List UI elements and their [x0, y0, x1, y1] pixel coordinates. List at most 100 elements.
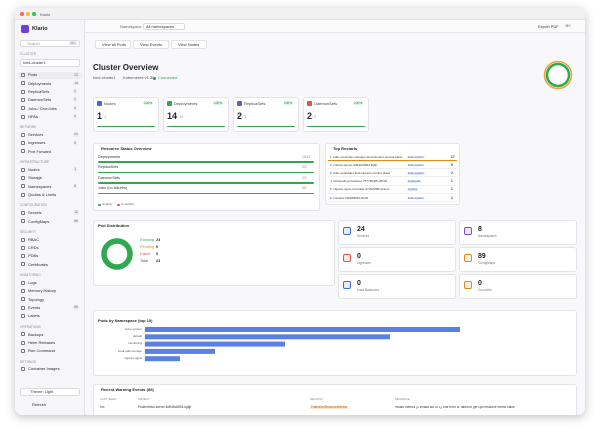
- nav-icon: [21, 141, 25, 146]
- legend-dot: [117, 203, 120, 206]
- nav-item: Ingresses: [28, 140, 46, 146]
- nav-item: HPAs: [28, 113, 38, 119]
- nav-icon: [21, 332, 25, 337]
- window-button: [32, 12, 36, 16]
- pod-name: 2. metrics-server-6d94bc8694-kg8jr: [330, 163, 378, 167]
- tile-value: 89: [478, 253, 486, 260]
- stat-tile: [459, 247, 577, 272]
- namespace-value: All namespaces: [146, 23, 175, 29]
- nav-icon: [21, 297, 25, 302]
- nav-icon: [21, 340, 25, 345]
- card-pct: 100%: [143, 100, 154, 106]
- pod-name: 1. kube-controller-manager-kind-cluster1…: [330, 155, 403, 159]
- donut-segment: [101, 238, 133, 270]
- legend-value: 23: [156, 238, 161, 242]
- nav-item: Labels: [28, 313, 40, 319]
- nav-icon: [21, 97, 25, 102]
- nav-item: Logs: [28, 280, 37, 285]
- nav-badge: 0: [73, 114, 78, 119]
- tile-label: Ingresses: [357, 261, 371, 265]
- panel: [93, 220, 335, 286]
- nav-item: Run Command: [28, 348, 55, 354]
- row-label: Jobs (no failures): [98, 186, 128, 190]
- column-header: MESSAGE: [395, 397, 410, 401]
- window-title: Klario: [40, 11, 51, 17]
- window-button: [20, 12, 24, 16]
- card-ready: 2: [237, 111, 243, 121]
- restart-row: [328, 154, 457, 161]
- row-label: Deployments: [98, 154, 121, 159]
- category-label: kube-system: [124, 327, 142, 331]
- tile-value: 24: [357, 226, 365, 233]
- nav-icon: [21, 367, 25, 372]
- restart-row: [328, 195, 457, 202]
- nav-item: CRDs: [28, 245, 39, 251]
- theme-label: Theme: Light: [30, 389, 54, 395]
- card-total: / 2: [242, 115, 247, 119]
- legend-label: Unhealthy: [121, 202, 135, 206]
- section-label: OPERATIONS: [20, 324, 41, 329]
- nav-item: Memory History: [28, 288, 57, 294]
- window-button: [26, 12, 30, 16]
- version: Kubernetes v1.30: [123, 75, 155, 80]
- card-total: / 1: [102, 115, 107, 119]
- event-cell: FailedGetResourceMetric: [310, 405, 349, 410]
- bar: [145, 327, 460, 332]
- status-dot: [153, 76, 156, 80]
- card-progress: [237, 126, 295, 128]
- card-progress: [167, 126, 225, 128]
- card-pct: 100%: [213, 100, 224, 106]
- nav-item: Services: [28, 132, 44, 138]
- panel-title: Resource Status Overview: [101, 145, 152, 151]
- status-bar: [98, 171, 314, 174]
- nav-icon: [21, 254, 25, 259]
- nav-icon: [21, 348, 25, 353]
- nav-icon: [21, 73, 25, 77]
- title-bar: [15, 8, 585, 20]
- card-title: DaemonSets: [314, 100, 338, 106]
- theme-toggle: [20, 388, 80, 396]
- legend-label: Total: [140, 259, 149, 263]
- nav-badge: 2: [73, 97, 78, 102]
- legend-label: Pending: [140, 245, 154, 249]
- nav-item: Helm Releases: [28, 339, 56, 345]
- pod-name: 3. kube-scheduler-kind-cluster1-control-…: [330, 171, 391, 175]
- card-ready: 2: [307, 111, 313, 121]
- category-label: local-path-storage: [117, 349, 142, 353]
- tile-icon: [343, 281, 351, 289]
- legend-label: Running: [140, 238, 155, 242]
- nav-badge: 14: [73, 80, 79, 86]
- nav-icon: [21, 245, 25, 250]
- refresh-button: Refresh: [32, 402, 47, 407]
- card-ready: 14: [167, 111, 178, 121]
- tile-label: Services: [357, 234, 370, 238]
- card-icon: [97, 101, 102, 106]
- stat-tile: [459, 220, 577, 245]
- pod-name: 6. coredns-7db6d8ff4d-2lvh6: [330, 196, 369, 200]
- namespace-label: Namespace:: [120, 23, 143, 29]
- card-ready: 1: [97, 111, 103, 121]
- toolbar-label: View all Pods: [102, 41, 126, 47]
- toolbar-button: [95, 40, 131, 49]
- event-cell: 2m: [100, 405, 105, 409]
- nav-badge: 89: [73, 218, 79, 224]
- section-label: INFRASTRUCTURE: [20, 160, 50, 165]
- nav-icon: [21, 305, 25, 310]
- legend-dot: [98, 203, 101, 206]
- status-bar: [98, 182, 314, 184]
- namespace-chip: kube-system: [407, 154, 425, 159]
- card-progress: [97, 126, 155, 128]
- namespace-chip: kube-system: [407, 195, 425, 200]
- restart-count: 6: [451, 162, 453, 167]
- nav-item: Namespaces: [28, 183, 52, 189]
- restart-count: 17: [451, 154, 455, 159]
- stat-tile: [338, 274, 456, 299]
- toolbar-label: View Events: [140, 41, 162, 47]
- nav-icon: [21, 237, 25, 242]
- tile-label: Load Balancers: [357, 288, 380, 292]
- nav-item: Nodes: [28, 167, 40, 172]
- tile-value: 0: [357, 280, 361, 287]
- tile-icon: [343, 227, 351, 235]
- event-cell: Pod/metrics-server-6d94bc8694-kg8jr: [138, 405, 192, 409]
